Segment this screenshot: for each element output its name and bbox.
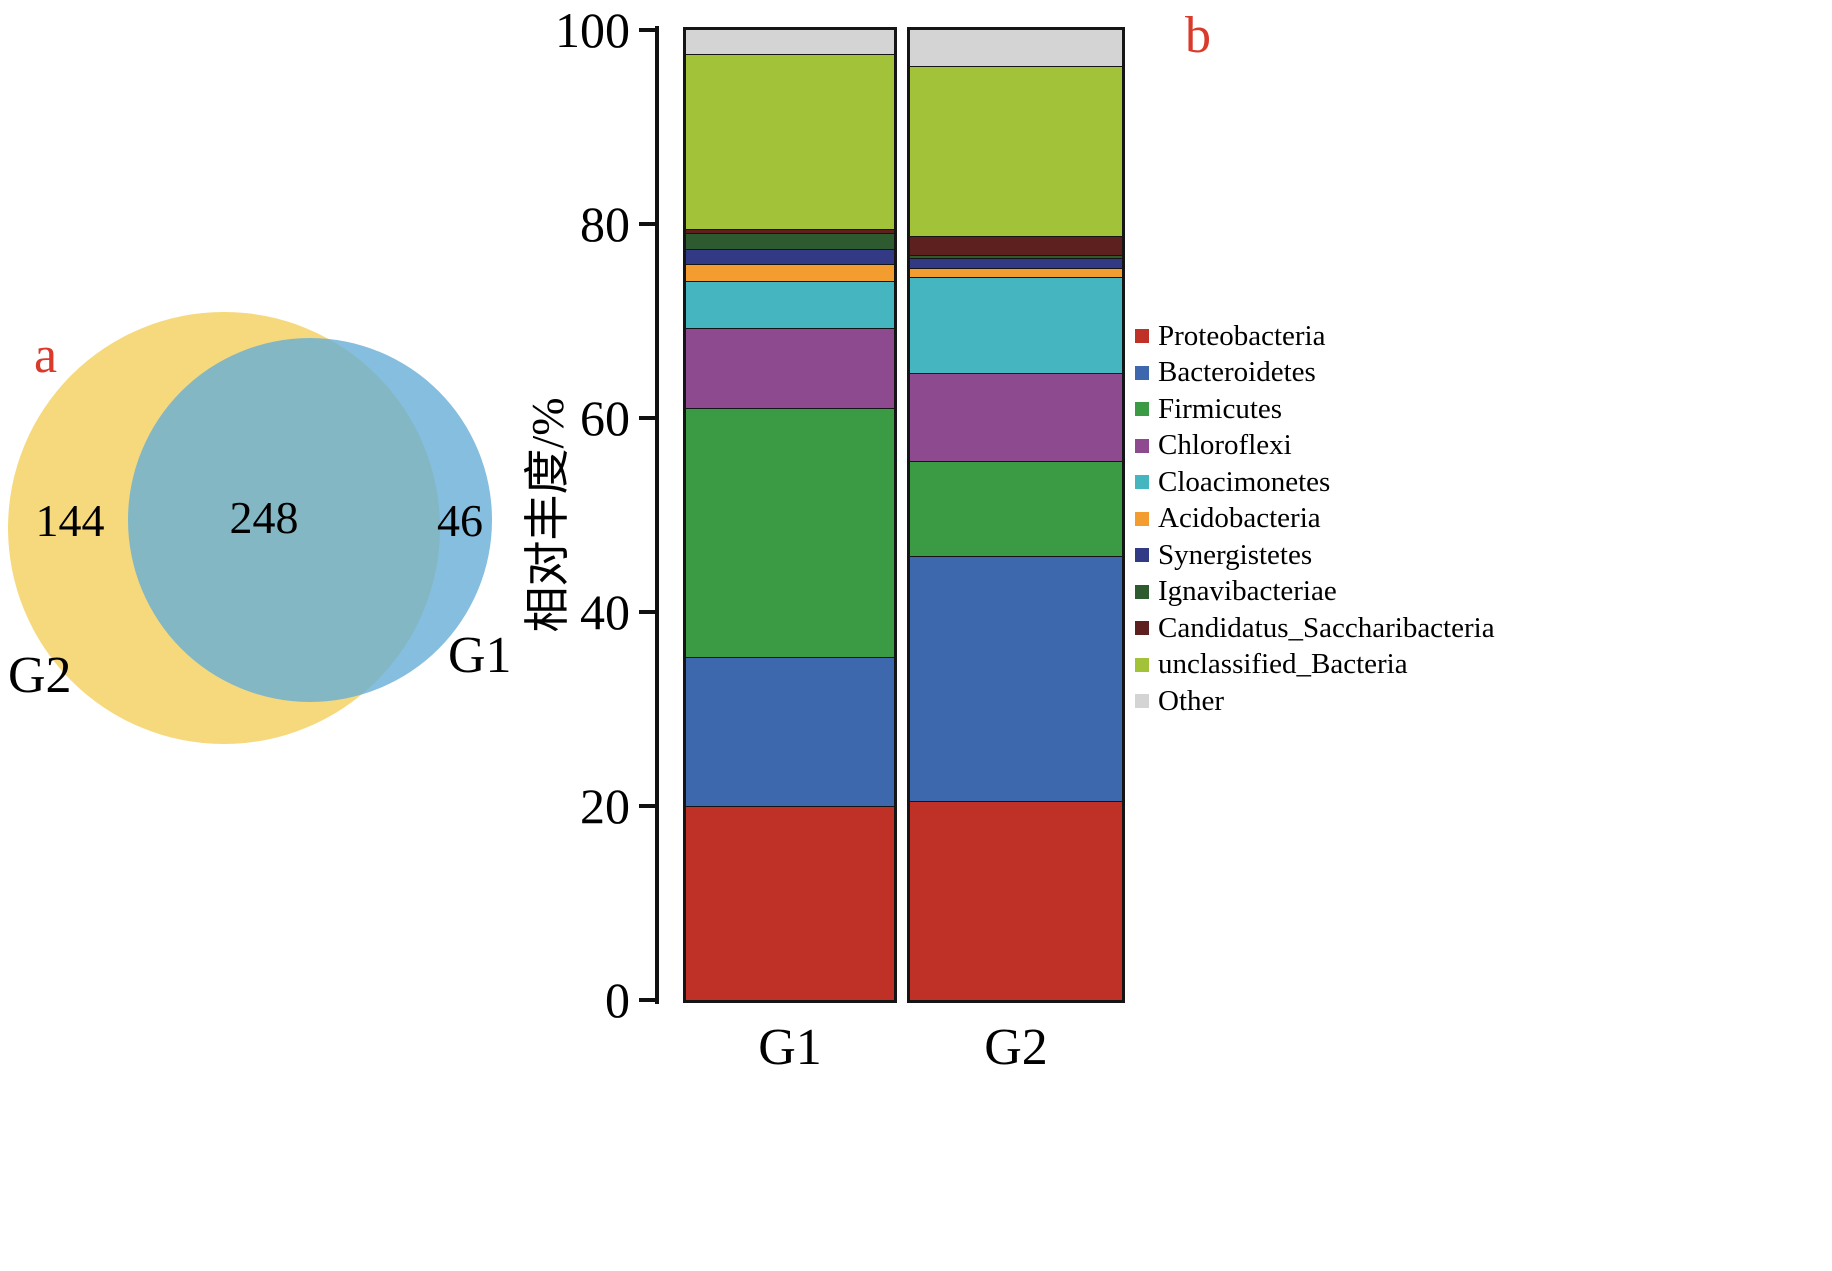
x-axis-category-label: G1 [758, 1019, 822, 1076]
legend-item-synergistetes: Synergistetes [1135, 537, 1495, 574]
venn-right-only-count: 46 [437, 495, 483, 546]
legend-swatch [1135, 548, 1149, 563]
legend-item-unclassified_bacteria: unclassified_Bacteria [1135, 647, 1495, 684]
legend-item-candidatus_saccharibacteria: Candidatus_Saccharibacteria [1135, 610, 1495, 647]
y-axis-line [655, 26, 659, 1004]
legend-swatch [1135, 329, 1149, 344]
venn-overlap-count: 248 [229, 492, 299, 543]
legend-swatch [1135, 365, 1149, 380]
y-axis-tick [639, 222, 655, 226]
legend-label: Firmicutes [1158, 392, 1283, 425]
bar-segment-proteobacteria [910, 801, 1122, 1000]
stacked-bar-g2 [907, 27, 1125, 1003]
bar-segment-synergistetes [686, 249, 894, 264]
y-axis-tick-label: 60 [580, 390, 630, 446]
legend-swatch [1135, 657, 1149, 672]
legend-label: Other [1158, 684, 1225, 717]
x-axis-category-label: G2 [984, 1019, 1048, 1076]
y-axis-tick-label: 40 [580, 584, 630, 640]
legend-swatch [1135, 402, 1149, 417]
bar-segment-proteobacteria [686, 805, 894, 1000]
y-axis-tick-label: 0 [605, 972, 630, 1028]
bar-segment-acidobacteria [686, 263, 894, 282]
legend-swatch [1135, 621, 1149, 636]
legend-label: Proteobacteria [1158, 319, 1326, 352]
bar-segment-chloroflexi [686, 327, 894, 409]
bar-segment-bacteroidetes [686, 656, 894, 806]
y-axis-tick [639, 998, 655, 1002]
legend-label: Bacteroidetes [1158, 356, 1316, 389]
venn-right-circle [128, 338, 492, 702]
legend-item-proteobacteria: Proteobacteria [1135, 318, 1495, 355]
legend-label: Candidatus_Saccharibacteria [1158, 611, 1495, 644]
bar-segment-firmicutes [686, 408, 894, 657]
venn-left-only-count: 144 [35, 495, 105, 546]
legend-label: Chloroflexi [1158, 429, 1292, 462]
legend-label: Ignavibacteriae [1158, 575, 1337, 608]
bar-segment-candidatus_saccharibacteria [686, 228, 894, 233]
legend-item-acidobacteria: Acidobacteria [1135, 501, 1495, 538]
bar-segment-other [686, 30, 894, 55]
bar-segment-other [910, 30, 1122, 66]
bar-segment-chloroflexi [910, 373, 1122, 461]
venn-right-set-label: G1 [448, 627, 512, 684]
legend-swatch [1135, 511, 1149, 526]
legend-swatch [1135, 694, 1149, 709]
legend-label: unclassified_Bacteria [1158, 648, 1408, 681]
bar-segment-ignavibacteriae [686, 232, 894, 250]
legend-item-other: Other [1135, 683, 1495, 720]
y-axis-tick [639, 804, 655, 808]
y-axis-tick-label: 100 [555, 2, 630, 58]
panel-b-label: b [1185, 7, 1211, 64]
y-axis-tick [639, 416, 655, 420]
legend-item-chloroflexi: Chloroflexi [1135, 428, 1495, 465]
y-axis-tick-label: 80 [580, 196, 630, 252]
bar-segment-ignavibacteriae [910, 255, 1122, 258]
bar-segment-bacteroidetes [910, 555, 1122, 802]
legend-item-cloacimonetes: Cloacimonetes [1135, 464, 1495, 501]
bar-segment-unclassified_bacteria [686, 54, 894, 229]
bar-segment-unclassified_bacteria [910, 65, 1122, 236]
bar-segment-synergistetes [910, 257, 1122, 268]
legend-swatch [1135, 475, 1149, 490]
bar-segment-acidobacteria [910, 267, 1122, 278]
y-axis-tick [639, 28, 655, 32]
bar-segment-candidatus_saccharibacteria [910, 235, 1122, 256]
legend-label: Cloacimonetes [1158, 465, 1331, 498]
legend-swatch [1135, 438, 1149, 453]
bar-segment-cloacimonetes [686, 281, 894, 328]
legend-item-firmicutes: Firmicutes [1135, 391, 1495, 428]
venn-left-set-label: G2 [8, 647, 72, 704]
bar-segment-cloacimonetes [910, 277, 1122, 374]
y-axis-tick [639, 610, 655, 614]
legend-item-ignavibacteriae: Ignavibacteriae [1135, 574, 1495, 611]
stacked-bar-g1 [683, 27, 897, 1003]
bar-segment-firmicutes [910, 460, 1122, 556]
legend-label: Synergistetes [1158, 538, 1313, 571]
y-axis-tick-label: 20 [580, 778, 630, 834]
panel-a-label: a [34, 327, 58, 384]
legend-swatch [1135, 584, 1149, 599]
legend-item-bacteroidetes: Bacteroidetes [1135, 355, 1495, 392]
legend-label: Acidobacteria [1158, 502, 1321, 535]
chart-legend: Proteobacteria Bacteroidetes Firmicutes Chl… [1135, 318, 1495, 720]
